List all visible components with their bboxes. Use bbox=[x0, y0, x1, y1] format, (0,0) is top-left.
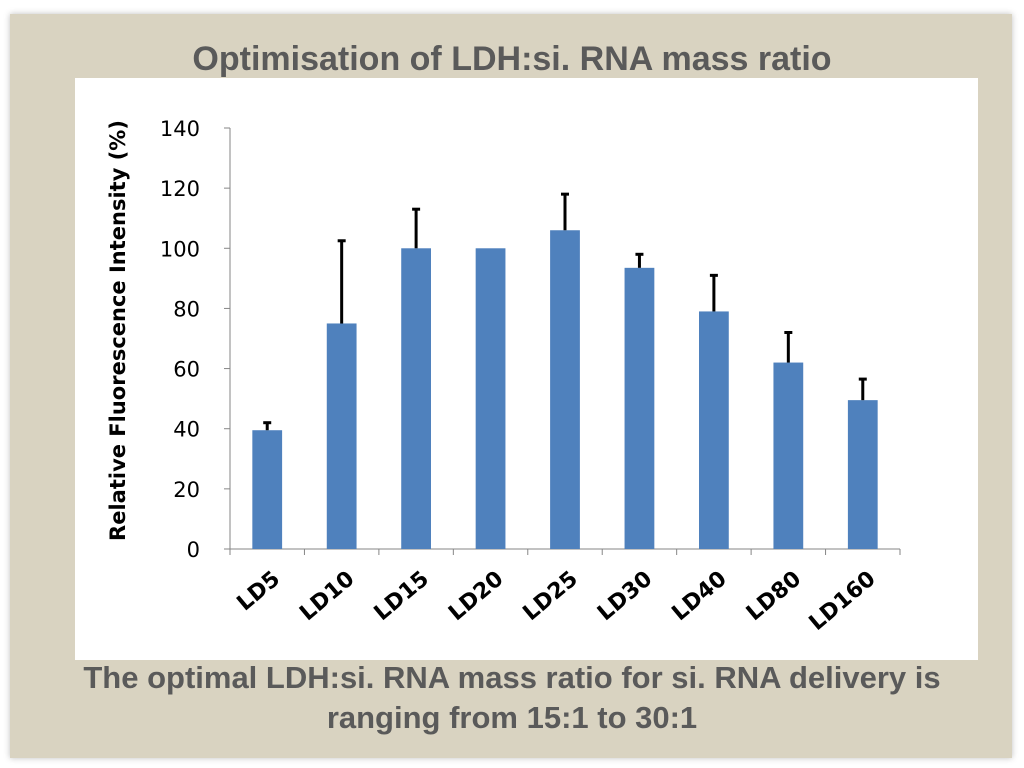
x-tick-label: LD25 bbox=[519, 566, 583, 626]
caption-line-1: The optimal LDH:si. RNA mass ratio for s… bbox=[83, 660, 941, 695]
y-tick-label: 120 bbox=[160, 177, 200, 201]
bar-ld40 bbox=[699, 311, 729, 549]
bar-ld10 bbox=[326, 323, 357, 549]
y-tick-label: 40 bbox=[173, 418, 200, 442]
x-tick-label: LD10 bbox=[295, 566, 359, 626]
chart-area: 0 20 40 60 80 100 120 140 LD5 LD10 LD15 LD20 LD25 LD… bbox=[75, 78, 978, 660]
bar-ld160 bbox=[847, 400, 878, 549]
x-tick-label: LD160 bbox=[805, 566, 881, 635]
y-tick-label: 80 bbox=[173, 297, 200, 321]
bar-ld5 bbox=[252, 430, 283, 549]
caption-line-2: ranging from 15:1 to 30:1 bbox=[326, 700, 698, 735]
y-tick-label: 20 bbox=[173, 478, 200, 502]
y-tick-label: 100 bbox=[160, 237, 200, 261]
x-tick-label: LD30 bbox=[593, 566, 657, 626]
bar-ld25 bbox=[550, 230, 580, 549]
slide-caption: The optimal LDH:si. RNA mass ratio for s… bbox=[0, 658, 1024, 738]
y-tick-label: 0 bbox=[187, 538, 200, 562]
x-tick-label: LD20 bbox=[444, 566, 508, 626]
slide-title: Optimisation of LDH:si. RNA mass ratio bbox=[192, 40, 832, 78]
bar-ld15 bbox=[401, 248, 431, 550]
y-tick-label: 60 bbox=[173, 358, 200, 382]
x-tick-label: LD40 bbox=[667, 566, 731, 626]
x-tick-label: LD80 bbox=[742, 566, 806, 626]
y-tick-label: 140 bbox=[160, 117, 200, 141]
x-tick-label: LD5 bbox=[233, 566, 286, 616]
bar-ld20 bbox=[475, 248, 506, 550]
y-axis-label: Relative Fluorescence Intensity (%) bbox=[106, 120, 130, 541]
bar-ld80 bbox=[773, 362, 804, 549]
bar-ld30 bbox=[624, 267, 655, 549]
x-tick-label: LD15 bbox=[370, 566, 434, 626]
